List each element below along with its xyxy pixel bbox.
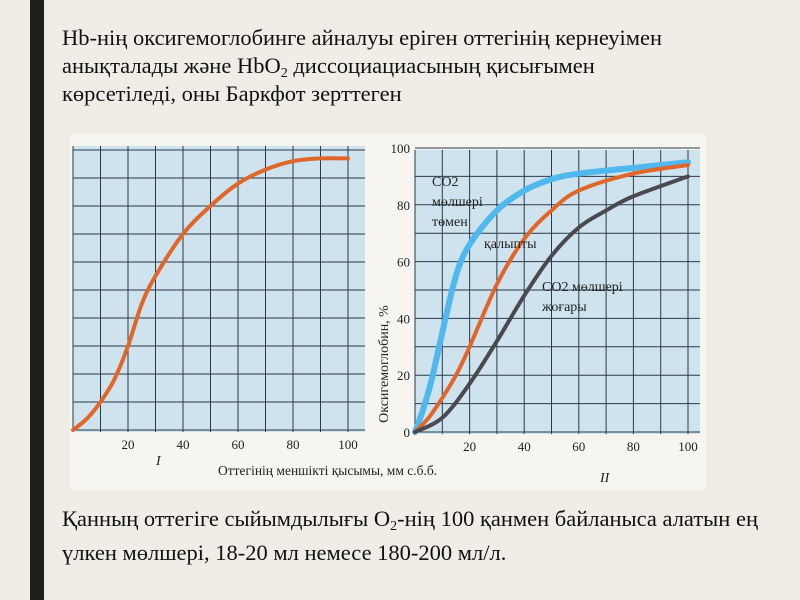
x-tick-label: 100 xyxy=(678,439,698,454)
y-tick-label: 80 xyxy=(397,198,410,213)
series-line-2 xyxy=(413,174,690,434)
y-tick-label: 0 xyxy=(404,425,411,440)
panel-I: 20 40 60 80 100 xyxy=(71,146,365,452)
x-tick-label: 20 xyxy=(463,439,476,454)
annotation-normal: қалыпты xyxy=(484,237,537,252)
x-axis-label: Оттегінің меншікті қысымы, мм с.б.б. xyxy=(218,463,437,478)
title-text-1: Hb-нің оксигемоглобинге айналуы еріген о… xyxy=(62,25,663,78)
x-tick-label: 40 xyxy=(518,439,531,454)
series-line-0 xyxy=(71,156,350,432)
title-text-2: диссоциациасының қисығымен көрсетіледі, … xyxy=(62,53,595,106)
annotation-co2-high-1: CO2 мөлшері xyxy=(542,280,623,295)
y-tick-label: 20 xyxy=(397,368,410,383)
x-tick-label: 60 xyxy=(572,439,585,454)
slide-title: Hb-нің оксигемоглобинге айналуы еріген о… xyxy=(62,24,702,108)
annotation-co2-low-3: төмен xyxy=(432,215,468,230)
plot-area xyxy=(415,150,700,434)
y-axis-label: Оксигемоглобин, % xyxy=(377,305,392,423)
x-tick-label: 100 xyxy=(338,437,358,452)
y-tick-label: 40 xyxy=(397,311,410,326)
slide-left-bar xyxy=(30,0,44,600)
series-line-1 xyxy=(413,163,690,434)
x-tick-label: 80 xyxy=(627,439,640,454)
chart-image: 20 40 60 80 100 20 40 60 80 100 0 20 40 60 80 100 I II… xyxy=(70,134,706,490)
x-tick-label: 40 xyxy=(177,437,190,452)
annotation-co2-low-1: CO2 xyxy=(432,175,458,190)
y-tick-label: 60 xyxy=(397,255,410,270)
panel-I-label: I xyxy=(155,454,162,469)
body-subscript: 2 xyxy=(390,519,398,534)
annotation-co2-high-2: жоғары xyxy=(541,300,587,315)
panel-II-label: II xyxy=(599,471,611,486)
x-tick-label: 60 xyxy=(232,437,245,452)
slide-body-text: Қанның оттегіге сыйымдылығы O2-нің 100 қ… xyxy=(62,502,782,570)
plot-area xyxy=(73,146,365,432)
body-text-2: -нің 100 қанмен байланыса алатын ең үлке… xyxy=(62,506,758,565)
body-text-1: Қанның оттегіге сыйымдылығы O xyxy=(62,506,391,531)
y-tick-label: 100 xyxy=(391,141,411,156)
annotation-co2-low-2: мөлшері xyxy=(432,195,483,210)
x-tick-label: 20 xyxy=(122,437,135,452)
x-tick-label: 80 xyxy=(287,437,300,452)
oxygen-dissociation-charts: 20 40 60 80 100 20 40 60 80 100 0 20 40 60 80 100 I II… xyxy=(71,141,700,486)
panel-II: 20 40 60 80 100 0 20 40 60 80 100 xyxy=(391,141,700,454)
title-subscript: 2 xyxy=(280,66,288,81)
series-line-0 xyxy=(412,159,691,435)
